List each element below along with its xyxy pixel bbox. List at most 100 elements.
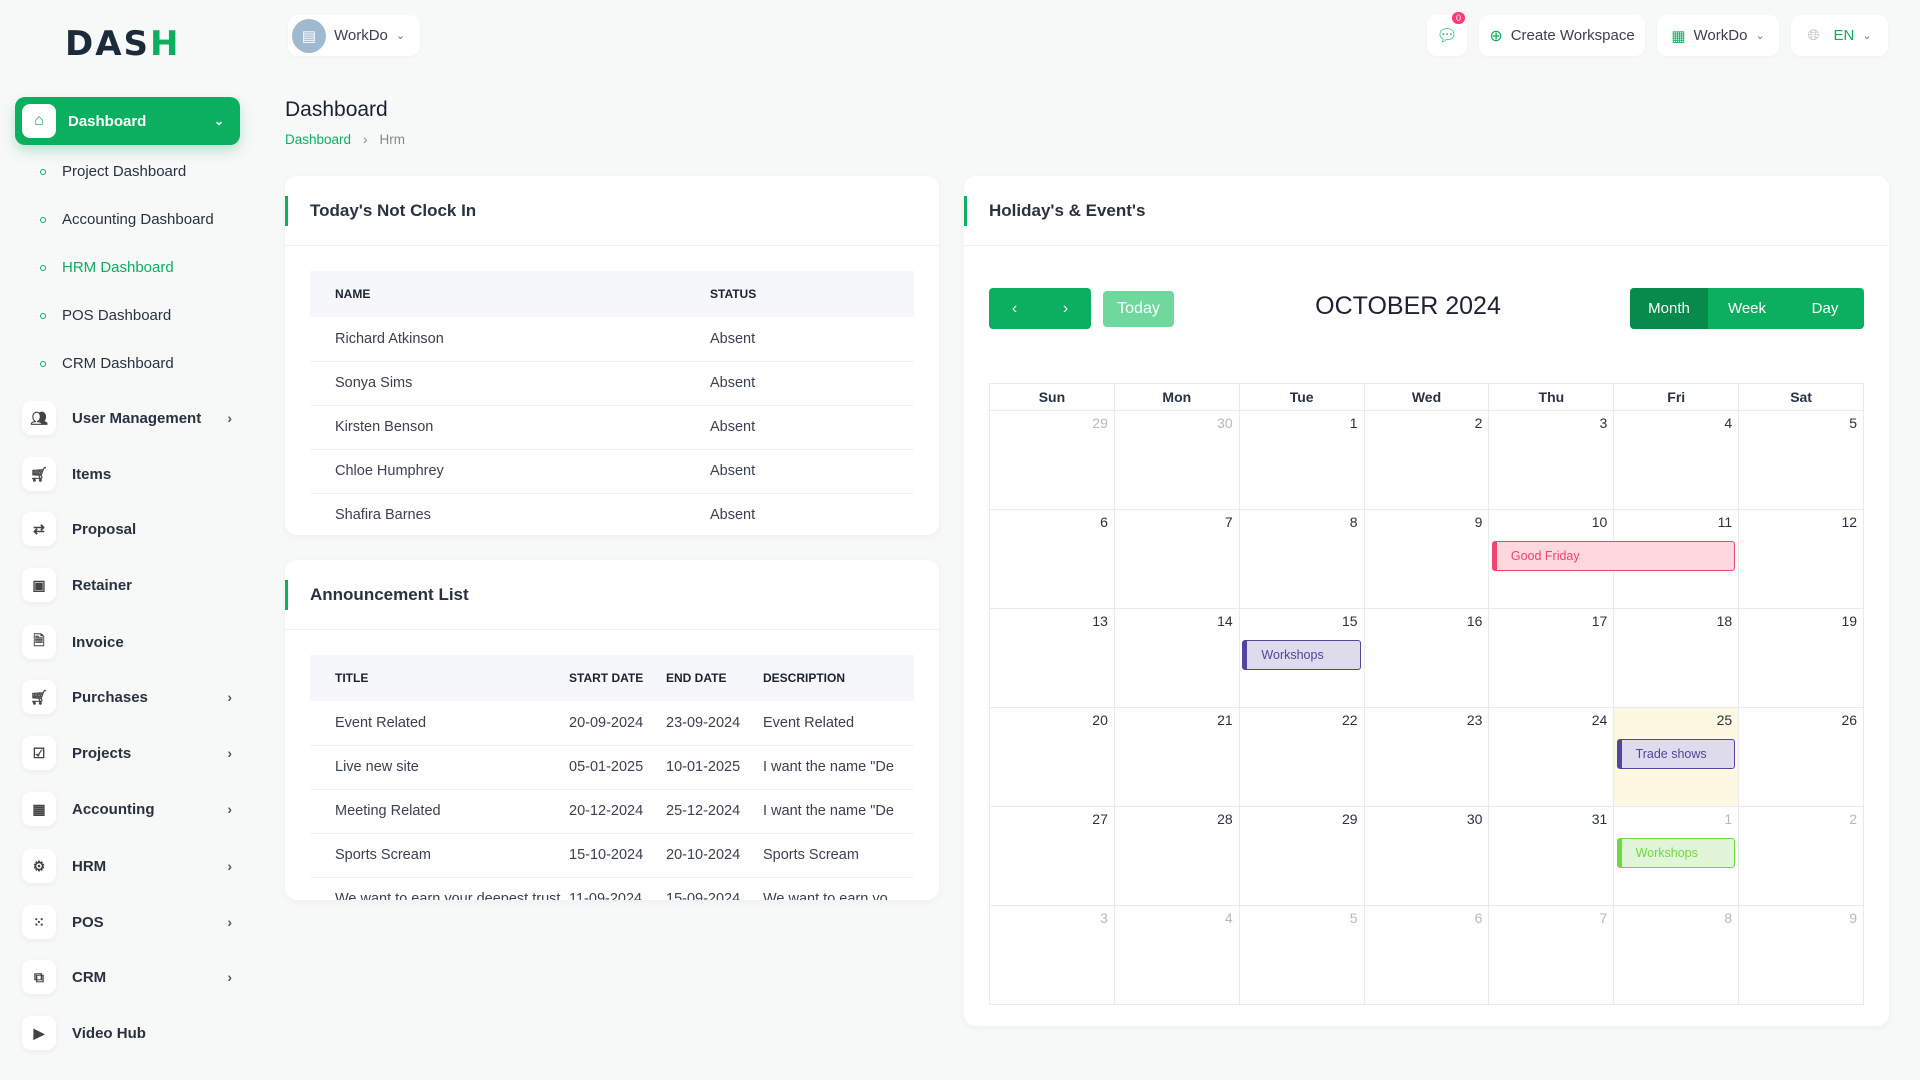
view-day-button[interactable]: Day — [1811, 300, 1839, 317]
day-cell[interactable]: 2 — [1738, 807, 1863, 905]
sidebar-item-label: Invoice — [72, 633, 124, 651]
day-cell[interactable]: 1 — [1613, 807, 1738, 905]
table-row: Kirsten Benson Absent — [310, 405, 914, 450]
day-cell[interactable]: 4 — [1113, 906, 1239, 1004]
day-cell[interactable]: 3 — [1488, 411, 1613, 509]
day-cell[interactable]: 19 — [1738, 609, 1863, 707]
sidebar-item[interactable]: ⁙ POS › — [22, 904, 232, 940]
day-cell[interactable]: 30 — [1113, 411, 1239, 509]
view-month-button[interactable]: Month — [1630, 288, 1708, 329]
language-switcher[interactable]: 🌐︎ EN ⌄ — [1791, 15, 1888, 56]
day-number: 19 — [1841, 613, 1858, 629]
sidebar-subitem[interactable]: POS Dashboard — [40, 307, 171, 324]
calendar-event[interactable]: Workshops — [1616, 838, 1736, 868]
today-button[interactable]: Today — [1103, 291, 1174, 327]
status: Absent — [710, 361, 914, 406]
day-cell[interactable]: 21 — [1113, 708, 1239, 806]
announcement-table-wrap[interactable]: TITLE START DATE END DATE DESCRIPTION Ev… — [285, 630, 939, 900]
day-number: 25 — [1716, 712, 1733, 728]
sidebar-item[interactable]: ⧉ CRM › — [22, 959, 232, 995]
sidebar-subitem[interactable]: Accounting Dashboard — [40, 211, 214, 228]
messages-button[interactable]: 💬︎ 0 — [1427, 12, 1467, 56]
calendar-event[interactable]: Workshops — [1242, 640, 1362, 670]
sidebar-subitem[interactable]: CRM Dashboard — [40, 355, 174, 372]
prev-month-button[interactable]: ‹ — [989, 288, 1040, 329]
not-clock-in-table-wrap[interactable]: NAME STATUS Richard Atkinson Absent Sonya S… — [285, 246, 939, 535]
sidebar-item[interactable]: ▶ Video Hub — [22, 1015, 232, 1051]
breadcrumb-current: Hrm — [379, 132, 406, 147]
day-cell[interactable]: 12 — [1738, 510, 1863, 608]
sidebar-item[interactable]: ▦ Accounting › — [22, 791, 232, 827]
table-row: Meeting Related 20-12-2024 25-12-2024 I wan… — [310, 789, 914, 834]
calendar-event[interactable]: Good Friday — [1491, 541, 1736, 571]
day-cell[interactable]: 9 — [1738, 906, 1863, 1004]
company-switcher[interactable]: ▦ WorkDo ⌄ — [1657, 15, 1779, 56]
day-cell[interactable]: 30 — [1363, 807, 1489, 905]
day-number: 21 — [1217, 712, 1233, 728]
day-cell[interactable]: 8 — [1238, 510, 1364, 608]
day-cell[interactable]: 27 — [990, 807, 1114, 905]
breadcrumb-dashboard[interactable]: Dashboard — [285, 132, 352, 147]
day-cell[interactable]: 2 — [1363, 411, 1489, 509]
day-cell[interactable]: 6 — [990, 510, 1114, 608]
calendar-event[interactable]: Trade shows — [1616, 739, 1736, 769]
workspace-name: WorkDo — [334, 27, 388, 44]
chat-icon: 💬︎ — [1436, 25, 1458, 45]
sidebar-item[interactable]: 🛒︎ Purchases › — [22, 679, 232, 715]
employee-name: Kirsten Benson — [310, 405, 710, 450]
day-cell[interactable]: 1 — [1238, 411, 1364, 509]
day-cell[interactable]: 6 — [1363, 906, 1489, 1004]
day-cell[interactable]: 14 — [1113, 609, 1239, 707]
day-number: 31 — [1591, 811, 1608, 827]
day-cell[interactable]: 31 — [1488, 807, 1613, 905]
day-cell[interactable]: 18 — [1613, 609, 1738, 707]
sidebar-item[interactable]: 🛒︎ Items — [22, 456, 232, 492]
day-cell[interactable]: 29 — [1238, 807, 1364, 905]
next-month-button[interactable]: › — [1040, 288, 1091, 329]
create-workspace-button[interactable]: ⊕ Create Workspace — [1479, 15, 1645, 56]
day-cell[interactable]: 3 — [990, 906, 1114, 1004]
day-cell[interactable]: 8 — [1613, 906, 1738, 1004]
day-cell[interactable]: 5 — [1738, 411, 1863, 509]
invoice-icon: 🗎 — [22, 625, 56, 659]
title: Live new site — [310, 745, 569, 790]
description: We want to earn yo — [763, 877, 914, 900]
day-cell[interactable]: 29 — [990, 411, 1114, 509]
day-cell[interactable]: 17 — [1488, 609, 1613, 707]
day-number: 28 — [1217, 811, 1233, 827]
day-cell[interactable]: 28 — [1113, 807, 1239, 905]
card-title: Holiday's & Event's — [964, 176, 1889, 246]
day-cell[interactable]: 4 — [1613, 411, 1738, 509]
logo[interactable]: DASH — [65, 24, 181, 64]
day-cell[interactable]: 16 — [1363, 609, 1489, 707]
sidebar-item[interactable]: ⚙ HRM › — [22, 848, 232, 884]
sidebar-item-dashboard[interactable]: ⌂ Dashboard ⌄ — [15, 97, 240, 145]
day-number: 7 — [1224, 514, 1233, 530]
sidebar-subitem[interactable]: Project Dashboard — [40, 163, 186, 180]
day-cell[interactable]: 9 — [1363, 510, 1489, 608]
col-description: DESCRIPTION — [763, 655, 914, 701]
sidebar-item[interactable]: ▣ Retainer — [22, 567, 232, 603]
sidebar-item[interactable]: 🗎 Invoice — [22, 624, 232, 660]
day-cell[interactable]: 24 — [1488, 708, 1613, 806]
workspace-switcher[interactable]: ▤ WorkDo ⌄ — [288, 15, 420, 56]
day-cell[interactable]: 5 — [1238, 906, 1364, 1004]
day-cell[interactable]: 26 — [1738, 708, 1863, 806]
day-cell[interactable]: 22 — [1238, 708, 1364, 806]
start-date: 20-12-2024 — [569, 789, 666, 834]
sidebar-subitem[interactable]: HRM Dashboard — [40, 259, 174, 276]
day-cell[interactable]: 20 — [990, 708, 1114, 806]
day-cell[interactable]: 15 — [1238, 609, 1364, 707]
sidebar-item[interactable]: ⇄ Proposal — [22, 511, 232, 547]
day-cell[interactable]: 7 — [1113, 510, 1239, 608]
sidebar-item[interactable]: ☑ Projects › — [22, 735, 232, 771]
title: Meeting Related — [310, 789, 569, 834]
day-cell[interactable]: 13 — [990, 609, 1114, 707]
end-date: 20-10-2024 — [666, 833, 763, 878]
employee-name: Chloe Humphrey — [310, 449, 710, 494]
day-cell[interactable]: 7 — [1488, 906, 1613, 1004]
view-week-button[interactable]: Week — [1727, 300, 1767, 317]
day-cell[interactable]: 10 — [1488, 510, 1613, 608]
day-cell[interactable]: 23 — [1363, 708, 1489, 806]
sidebar-item[interactable]: 👥︎ User Management › — [22, 400, 232, 436]
